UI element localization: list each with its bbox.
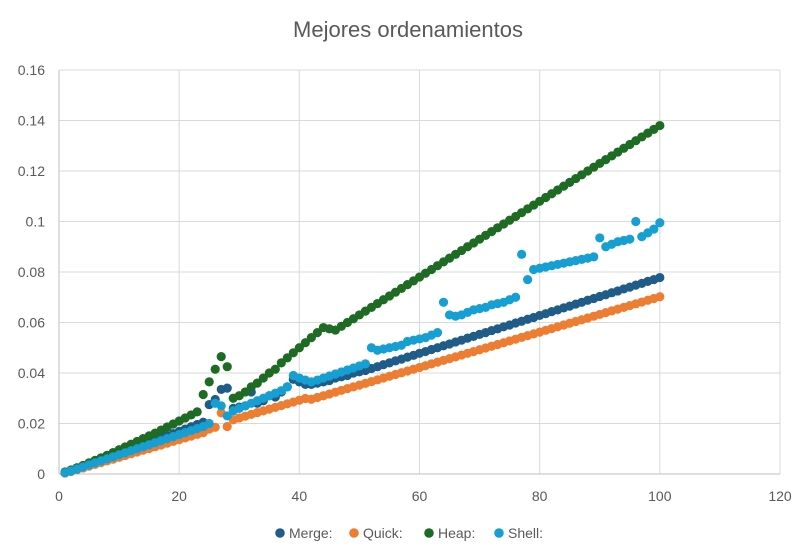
data-point [625,234,635,244]
x-tick-label: 0 [55,488,63,504]
data-point [222,383,232,393]
y-tick-label: 0.08 [18,264,45,280]
x-axis-tick-labels: 0 20 40 60 80 100 120 [55,488,792,504]
axes [58,70,780,475]
series-shell [60,216,665,478]
chart-title: Mejores ordenamientos [293,17,523,42]
y-tick-label: 0 [37,466,45,482]
data-point [216,401,226,411]
legend-marker [349,528,359,538]
data-point [288,348,298,358]
y-tick-label: 0.06 [18,315,45,331]
data-point [210,364,220,374]
data-point [655,292,665,302]
data-point [511,292,521,302]
y-tick-label: 0.12 [18,163,45,179]
legend-label: Heap: [438,525,475,541]
data-point [252,378,262,388]
x-tick-label: 120 [768,488,792,504]
data-point [631,216,641,227]
data-point [360,359,371,369]
data-point [595,233,605,243]
data-point [198,389,208,400]
data-point [655,272,665,283]
data-point [204,377,214,387]
data-point [517,249,527,259]
data-point [240,387,250,397]
data-point [222,362,232,372]
y-axis-tick-labels: 0 0.02 0.04 0.06 0.08 0.1 0.12 0.14 0.16 [18,62,45,482]
data-point [222,411,232,421]
y-tick-label: 0.02 [18,416,45,432]
x-tick-label: 80 [532,488,548,504]
data-point [276,358,286,368]
data-point [294,343,304,353]
data-point [306,333,316,343]
data-point [649,224,659,234]
legend-label: Merge: [289,525,333,541]
legend: Merge: Quick: Heap: Shell: [275,525,543,541]
y-tick-label: 0.14 [18,113,45,129]
y-tick-label: 0.1 [26,214,46,230]
data-point [222,421,232,432]
series-quick [60,292,665,478]
data-point [523,274,533,285]
x-tick-label: 40 [292,488,308,504]
data-point [300,338,310,348]
x-tick-label: 100 [648,488,672,504]
y-tick-label: 0.04 [18,365,45,381]
data-point [312,328,322,338]
gridlines [59,69,781,474]
legend-marker [424,528,434,538]
x-tick-label: 20 [171,488,187,504]
legend-label: Quick: [363,525,403,541]
legend-marker [275,528,285,538]
data-point [432,328,443,338]
data-point [438,297,449,307]
data-point [204,418,214,429]
data-points [60,120,665,478]
y-tick-label: 0.16 [18,62,45,78]
data-point [589,252,599,262]
data-point [282,382,292,392]
legend-label: Shell: [508,525,543,541]
data-point [192,407,202,417]
data-point [655,218,665,228]
data-point [655,120,665,131]
data-point [216,351,226,362]
data-point [282,353,292,363]
legend-marker [494,528,504,538]
data-point [270,364,280,374]
data-point [258,373,268,383]
x-tick-label: 60 [412,488,428,504]
